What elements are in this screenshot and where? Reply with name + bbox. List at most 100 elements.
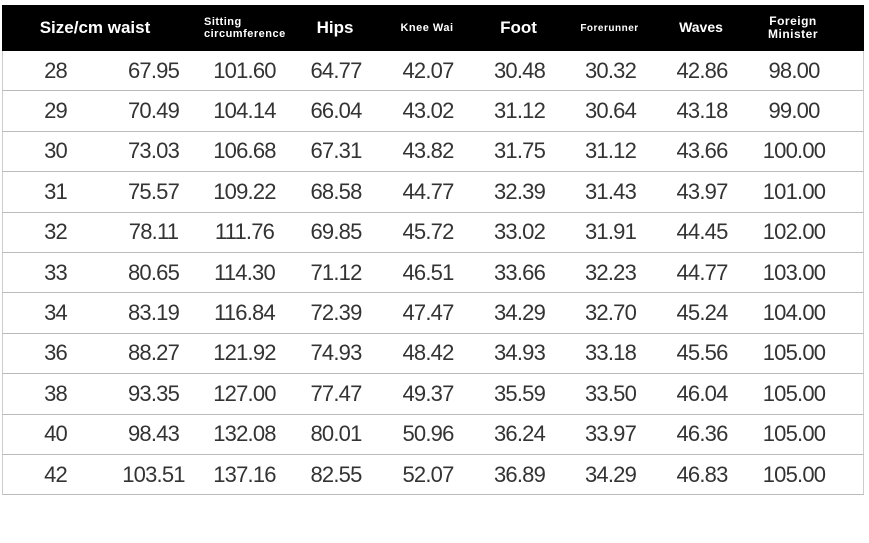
table-cell: 43.82	[402, 138, 454, 164]
table-cell: 45.72	[402, 219, 454, 245]
table-cell: 99.00	[768, 98, 820, 124]
table-body: 28 67.95 101.60 64.77 42.07 30.48 30.32 42.86 98…	[2, 51, 864, 496]
table-cell: 33	[44, 259, 68, 285]
table-cell: 52.07	[402, 461, 454, 487]
header-foot: Foot	[500, 17, 537, 37]
table-cell: 68.58	[310, 178, 362, 204]
table-cell: 73.03	[127, 138, 180, 164]
table-cell: 31.91	[584, 219, 637, 245]
table-cell: 30.48	[493, 57, 546, 83]
table-row: 36 88.27 121.92 74.93 48.42 34.93 33.18 45.56 10…	[2, 333, 864, 375]
table-cell: 33.97	[584, 421, 637, 447]
table-cell: 36	[44, 340, 68, 366]
table-cell: 42.86	[676, 57, 728, 83]
header-sitting-circumference: Sitting circumference	[204, 15, 286, 40]
table-row: 40 98.43 132.08 80.01 50.96 36.24 33.97 46.36 10…	[2, 414, 864, 455]
table-cell: 28	[44, 57, 68, 83]
table-cell: 36.89	[493, 461, 546, 487]
table-cell: 69.85	[310, 219, 362, 245]
table-cell: 104.14	[213, 98, 276, 124]
table-cell: 43.02	[402, 98, 454, 124]
table-cell: 31.43	[584, 178, 637, 204]
header-size-waist: Size/cm waist	[39, 17, 151, 37]
table-cell: 33.18	[584, 340, 637, 366]
table-cell: 40	[44, 421, 68, 447]
table-cell: 98.43	[127, 421, 180, 447]
table-cell: 111.76	[214, 219, 275, 245]
table-cell: 102.00	[762, 219, 826, 245]
table-cell: 74.93	[310, 340, 362, 366]
table-cell: 132.08	[213, 421, 276, 447]
table-cell: 43.97	[676, 178, 728, 204]
header-forerunner: Forerunner	[580, 22, 639, 34]
table-cell: 34.93	[493, 340, 546, 366]
table-cell: 77.47	[310, 380, 362, 406]
table-cell: 35.59	[493, 380, 546, 406]
table-cell: 33.66	[493, 259, 546, 285]
table-cell: 32	[44, 219, 68, 245]
header-waves: Waves	[679, 19, 723, 36]
table-cell: 43.66	[676, 138, 728, 164]
table-cell: 80.65	[127, 259, 180, 285]
table-cell: 80.01	[310, 421, 362, 447]
table-cell: 127.00	[213, 380, 276, 406]
table-cell: 48.42	[402, 340, 454, 366]
table-row: 42 103.51 137.16 82.55 52.07 36.89 34.29 46.83 1…	[2, 454, 864, 496]
table-cell: 44.77	[676, 259, 728, 285]
table-row: 33 80.65 114.30 71.12 46.51 33.66 32.23 44.77 10…	[2, 252, 864, 294]
table-cell: 46.36	[676, 421, 728, 447]
table-cell: 64.77	[310, 57, 362, 83]
table-cell: 105.00	[762, 340, 826, 366]
table-row: 34 83.19 116.84 72.39 47.47 34.29 32.70 45.24 10…	[2, 293, 864, 334]
table-cell: 34	[44, 300, 68, 326]
table-cell: 100.00	[762, 138, 826, 164]
table-cell: 46.51	[402, 259, 454, 285]
table-cell: 31.12	[493, 98, 546, 124]
header-foreign-minister: Foreign Minister	[767, 13, 818, 41]
table-cell: 104.00	[762, 300, 826, 326]
table-cell: 44.77	[402, 178, 454, 204]
table-cell: 42	[44, 461, 68, 487]
table-cell: 29	[44, 98, 68, 124]
table-cell: 114.30	[214, 259, 276, 285]
table-cell: 32.70	[584, 300, 637, 326]
table-cell: 42.07	[402, 57, 454, 83]
table-cell: 46.04	[676, 380, 728, 406]
table-cell: 31	[44, 178, 68, 204]
table-row: 31 75.57 109.22 68.58 44.77 32.39 31.43 43.97 10…	[2, 172, 864, 213]
table-cell: 105.00	[762, 380, 826, 406]
table-cell: 116.84	[214, 300, 276, 326]
table-cell: 83.19	[127, 300, 180, 326]
table-cell: 45.24	[676, 300, 728, 326]
table-cell: 121.92	[213, 340, 276, 366]
table-cell: 34.29	[584, 461, 637, 487]
table-cell: 32.23	[584, 259, 637, 285]
table-cell: 32.39	[493, 178, 546, 204]
table-cell: 43.18	[676, 98, 728, 124]
table-cell: 105.00	[762, 461, 826, 487]
table-cell: 71.12	[310, 259, 362, 285]
table-cell: 47.47	[402, 300, 454, 326]
table-cell: 109.22	[213, 178, 276, 204]
table-cell: 49.37	[402, 380, 454, 406]
table-row: 32 78.11 111.76 69.85 45.72 33.02 31.91 44.45 10…	[2, 212, 864, 253]
table-cell: 101.60	[213, 57, 276, 83]
table-cell: 44.45	[676, 219, 728, 245]
table-cell: 38	[44, 380, 68, 406]
table-cell: 93.35	[127, 380, 180, 406]
table-cell: 66.04	[310, 98, 362, 124]
table-cell: 46.83	[676, 461, 728, 487]
table-cell: 72.39	[310, 300, 362, 326]
table-cell: 45.56	[676, 340, 728, 366]
table-cell: 50.96	[402, 421, 454, 447]
table-row: 29 70.49 104.14 66.04 43.02 31.12 30.64 43.18 99…	[2, 91, 864, 132]
table-cell: 101.00	[762, 178, 826, 204]
table-cell: 78.11	[128, 219, 179, 245]
table-row: 30 73.03 106.68 67.31 43.82 31.75 31.12 43.66 10…	[2, 131, 864, 173]
table-row: 38 93.35 127.00 77.47 49.37 35.59 33.50 46.04 10…	[2, 374, 864, 415]
table-cell: 31.12	[584, 138, 637, 164]
table-cell: 67.31	[310, 138, 362, 164]
header-knee: Knee Wai	[400, 21, 454, 34]
table-cell: 105.00	[762, 421, 826, 447]
table-cell: 30.64	[584, 98, 637, 124]
